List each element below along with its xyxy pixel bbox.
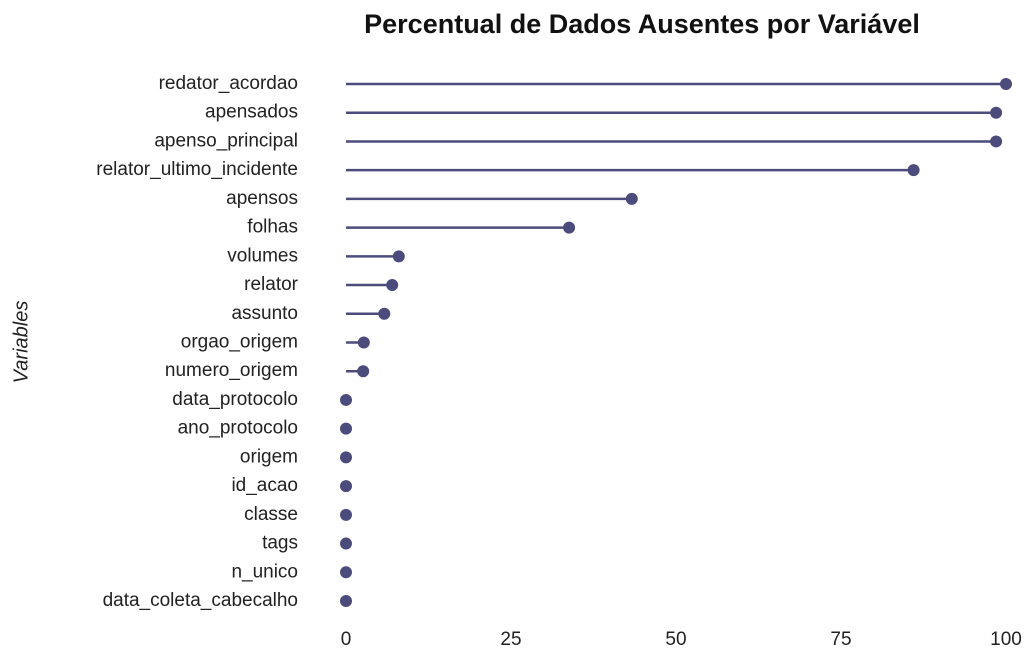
y-tick-label: relator_ultimo_incidente	[96, 159, 298, 180]
lollipop-dot	[378, 307, 391, 320]
y-tick-label: numero_origem	[165, 360, 298, 381]
y-tick-label: apensos	[226, 188, 298, 209]
y-tick-label: folhas	[247, 217, 298, 238]
x-tick-label: 100	[990, 629, 1022, 650]
y-tick-label: classe	[244, 504, 298, 525]
y-tick-label: orgao_origem	[181, 332, 298, 353]
y-tick-label: n_unico	[231, 561, 298, 582]
lollipop-dot	[340, 393, 352, 406]
lollipop-dot	[340, 566, 352, 579]
lollipop-dot	[907, 164, 920, 177]
y-tick-label: id_acao	[231, 475, 298, 496]
lollipop-dot	[563, 221, 576, 234]
y-tick-label: data_protocolo	[172, 389, 298, 410]
y-axis-title: Variables	[10, 301, 32, 384]
y-tick-label: assunto	[231, 303, 298, 324]
x-tick-label: 50	[665, 629, 686, 650]
y-tick-label: apensados	[205, 102, 298, 123]
y-tick-label: volumes	[227, 245, 298, 266]
lollipop-dot	[340, 537, 352, 550]
y-tick-label: relator	[244, 274, 299, 295]
chart-title: Percentual de Dados Ausentes por Variáve…	[364, 9, 920, 39]
lollipop-dot	[340, 451, 352, 464]
x-tick-label: 25	[500, 629, 521, 650]
lollipop-dot	[340, 508, 352, 521]
lollipop-dot	[625, 192, 638, 205]
lollipop-dot	[340, 480, 352, 493]
y-tick-label: ano_protocolo	[178, 418, 298, 439]
x-tick-label: 75	[830, 629, 851, 650]
x-tick-label: 0	[341, 629, 352, 650]
lollipop-dot	[340, 422, 352, 435]
y-tick-label: origem	[240, 446, 298, 467]
lollipop-dot	[392, 250, 405, 263]
y-tick-label: redator_acordao	[159, 73, 298, 94]
lollipop-dot	[386, 279, 399, 292]
lollipop-dot	[357, 365, 370, 378]
lollipop-dot	[1000, 78, 1012, 90]
y-tick-label: tags	[262, 533, 298, 554]
y-tick-label: apenso_principal	[154, 130, 298, 151]
lollipop-dot	[357, 336, 370, 349]
lollipop-dot	[990, 106, 1003, 119]
lollipop-dot	[340, 595, 352, 607]
lollipop-dot	[990, 135, 1003, 148]
y-tick-label: data_coleta_cabecalho	[103, 590, 298, 611]
